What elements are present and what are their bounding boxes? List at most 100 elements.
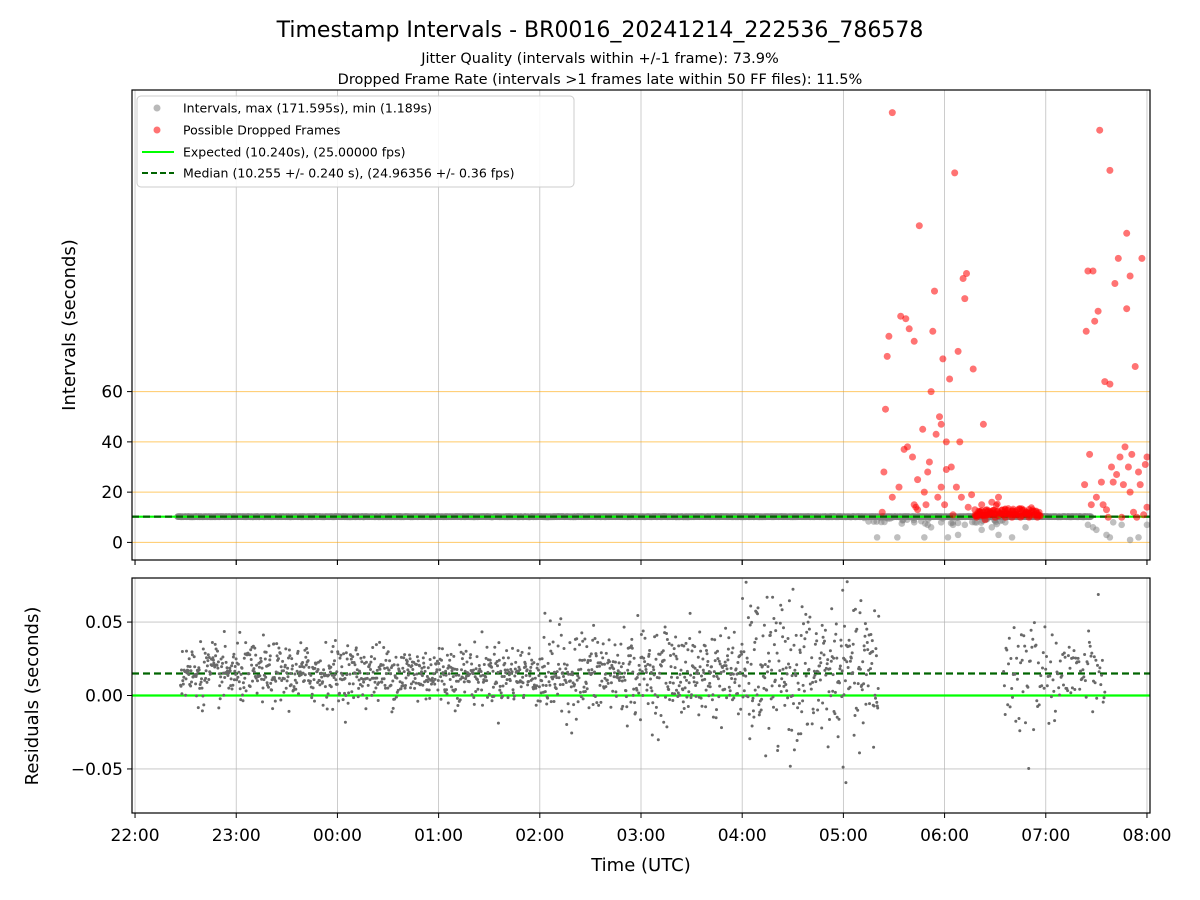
residual-point [659, 714, 663, 717]
residual-point [360, 684, 364, 688]
dropped-frame-point [937, 483, 945, 491]
residual-point [197, 668, 201, 672]
residual-point [564, 681, 568, 684]
residual-point [180, 692, 184, 696]
residual-point [727, 636, 731, 640]
residual-point [342, 652, 346, 656]
residual-point [684, 641, 688, 645]
residual-point [773, 678, 777, 682]
residual-point [603, 662, 606, 666]
residual-point [866, 684, 870, 688]
residual-point [829, 694, 833, 698]
residual-point [620, 707, 624, 711]
residual-point [542, 664, 546, 668]
interval-point [961, 521, 969, 529]
dropped-frame-point [1130, 508, 1137, 516]
residual-point [538, 699, 542, 703]
residual-point [672, 647, 676, 651]
residual-point [751, 696, 755, 700]
residual-point [334, 678, 338, 682]
residual-point [801, 683, 805, 687]
residual-point [384, 672, 388, 676]
residual-point [343, 676, 347, 680]
residual-point [244, 689, 248, 693]
residual-point [756, 612, 759, 616]
residual-point [786, 696, 790, 700]
residual-point [277, 676, 281, 680]
residual-point [628, 660, 632, 664]
residual-point [714, 716, 718, 720]
residual-point [608, 660, 611, 664]
residual-point [512, 697, 516, 701]
residual-point [203, 651, 207, 655]
residual-point [432, 656, 436, 660]
dropped-frame-point [914, 506, 922, 514]
residual-point [200, 709, 204, 713]
residual-point [371, 670, 375, 674]
residual-point [724, 664, 728, 668]
residual-point [565, 663, 569, 667]
residual-point [728, 693, 732, 697]
residual-point [554, 687, 558, 691]
residual-point [333, 673, 337, 677]
residual-point [466, 671, 469, 675]
residual-point [277, 657, 280, 661]
interval-point [1135, 534, 1142, 541]
residual-point [1086, 662, 1090, 666]
residual-point [638, 683, 642, 687]
residual-point [803, 661, 807, 665]
residual-point [774, 629, 778, 633]
residual-point [481, 673, 485, 677]
residual-point [399, 687, 403, 691]
residual-point [816, 708, 820, 712]
residual-point [425, 675, 429, 678]
residual-point [1013, 672, 1017, 676]
residual-point [253, 646, 257, 650]
residual-point [318, 659, 322, 663]
residual-point [521, 675, 525, 679]
residual-point [611, 689, 615, 693]
residual-point [738, 671, 742, 674]
residual-point [436, 688, 440, 692]
dropped-frame-point [969, 365, 977, 373]
residual-point [469, 653, 473, 657]
residual-point [189, 684, 193, 688]
residual-point [576, 674, 580, 678]
residual-point [641, 694, 645, 697]
residual-point [407, 663, 411, 667]
dropped-frame-point [946, 375, 954, 383]
residual-point [217, 706, 221, 710]
residual-point [752, 648, 756, 652]
residual-point [346, 644, 350, 648]
residual-point [401, 666, 405, 670]
residual-point [1062, 683, 1065, 687]
residual-point [669, 654, 672, 657]
residual-point [624, 689, 628, 693]
residual-point [617, 661, 621, 665]
residual-point [519, 685, 523, 689]
dropped-frame-point [1143, 453, 1151, 461]
residual-point [820, 726, 824, 730]
residual-point [643, 636, 647, 640]
residual-point [409, 686, 412, 690]
residual-point [768, 633, 772, 637]
residual-point [513, 667, 517, 671]
residual-point [680, 710, 683, 714]
residual-point [490, 665, 494, 669]
residual-point [304, 655, 308, 659]
residual-point [599, 700, 603, 704]
residual-point [804, 674, 808, 678]
residual-point [856, 708, 860, 712]
residual-point [784, 666, 788, 670]
residual-point [1035, 699, 1039, 703]
residual-point [1047, 721, 1051, 725]
residual-point [647, 652, 651, 656]
dropped-frame-point [1126, 488, 1134, 496]
residual-point [440, 658, 443, 662]
residual-point [293, 678, 297, 682]
residual-point [233, 669, 237, 673]
residual-point [552, 670, 556, 674]
residual-point [848, 685, 852, 689]
residual-point [678, 693, 682, 697]
residual-point [1070, 686, 1074, 690]
